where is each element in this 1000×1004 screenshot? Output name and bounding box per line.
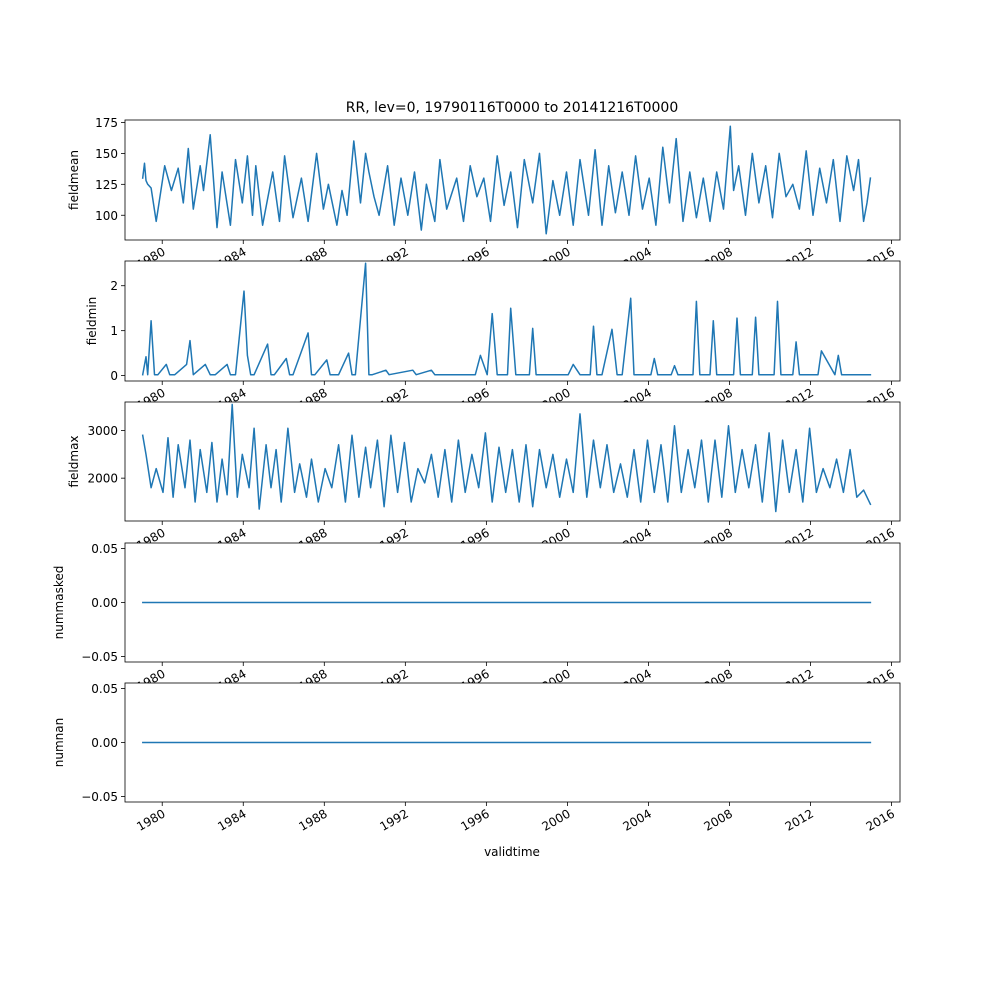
panel-numnan: −0.05 0.00 0.05 numnan 1980 1984 1988 1992 1996 2… <box>52 682 901 834</box>
y-tick-label: 1 <box>110 324 118 338</box>
x-tick-label: 1996 <box>458 806 491 833</box>
x-tick-label: 2008 <box>702 806 735 833</box>
fieldmin-series-line <box>141 262 872 376</box>
x-tick-label: 2012 <box>783 806 816 833</box>
y-axis-label: nummasked <box>52 566 66 640</box>
y-tick-label: 3000 <box>87 424 118 438</box>
x-tick-label: 1980 <box>134 806 167 833</box>
y-tick-label: 2000 <box>87 472 118 486</box>
x-tick-label: 2016 <box>864 806 897 833</box>
y-axis-label: fieldmean <box>67 150 81 210</box>
y-tick-label: 175 <box>95 116 118 130</box>
y-axis-label: numnan <box>52 718 66 767</box>
chart-title: RR, lev=0, 19790116T0000 to 20141216T000… <box>346 100 679 116</box>
y-axis-label: fieldmax <box>67 435 81 487</box>
y-tick-label: 0.05 <box>91 542 118 556</box>
y-tick-label: −0.05 <box>81 790 118 804</box>
fieldmean-series-line <box>141 125 872 235</box>
y-tick-label: 100 <box>95 209 118 223</box>
x-tick-label: 1984 <box>215 806 248 833</box>
y-axis-label: fieldmin <box>85 297 99 346</box>
x-axis-label: validtime <box>484 845 540 859</box>
y-tick-label: −0.05 <box>81 650 118 664</box>
y-tick-label: 125 <box>95 178 118 192</box>
y-tick-label: 150 <box>95 147 118 161</box>
y-tick-label: 0.00 <box>91 596 118 610</box>
y-tick-label: 2 <box>110 279 118 293</box>
fieldmax-series-line <box>141 403 872 513</box>
panels-layer: 100 125 150 175 fieldmean 1980 1984 1988 1992 199… <box>52 116 901 834</box>
x-tick-label: 2004 <box>620 806 653 833</box>
x-tick-label: 1988 <box>296 806 329 833</box>
y-tick-label: 0.00 <box>91 736 118 750</box>
y-tick-label: 0 <box>110 369 118 383</box>
x-tick-label: 1992 <box>377 806 410 833</box>
axes-frame <box>124 260 901 382</box>
x-tick-label: 2000 <box>539 806 572 833</box>
y-tick-label: 0.05 <box>91 682 118 696</box>
